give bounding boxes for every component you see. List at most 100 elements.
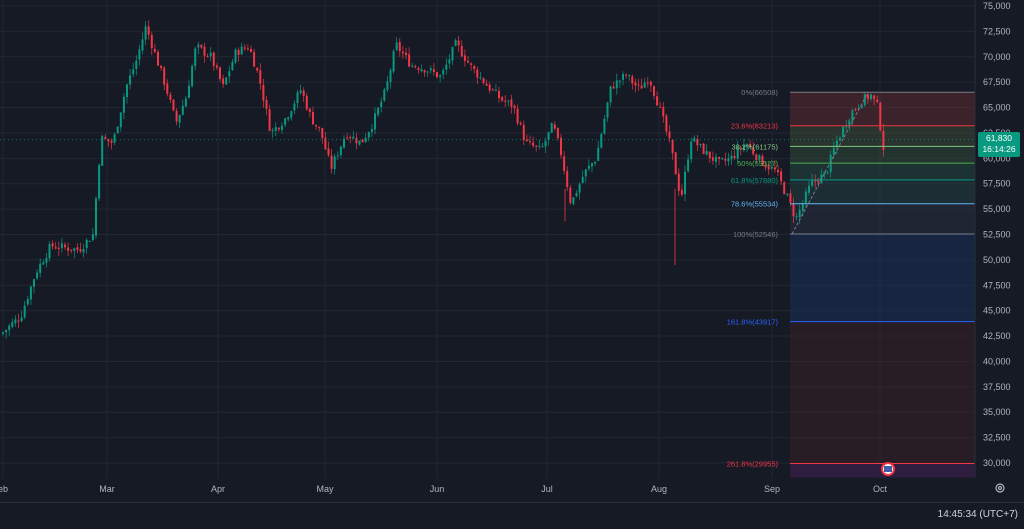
- candle: [411, 62, 414, 68]
- candle: [538, 139, 541, 150]
- candle: [606, 101, 609, 123]
- candle: [600, 132, 603, 149]
- candle: [76, 243, 79, 254]
- candle: [392, 48, 395, 74]
- candle: [209, 47, 212, 62]
- time-tick-label: Jul: [541, 484, 553, 494]
- candle: [752, 142, 755, 156]
- candle: [879, 101, 882, 132]
- candle: [721, 157, 724, 161]
- candle: [631, 74, 634, 90]
- candle: [532, 136, 535, 148]
- candle: [237, 47, 240, 62]
- candle: [832, 141, 835, 159]
- candle: [349, 135, 352, 144]
- price-tick-label: 40,000: [983, 356, 1011, 366]
- candle: [246, 44, 249, 51]
- price-axis[interactable]: 75,00072,50070,00067,50065,00062,50060,0…: [974, 0, 1011, 478]
- candle: [876, 95, 879, 104]
- price-tick-label: 37,500: [983, 382, 1011, 392]
- candle: [287, 116, 290, 122]
- candle: [718, 156, 721, 166]
- candle: [448, 54, 451, 69]
- candle: [51, 240, 54, 250]
- candle: [609, 85, 612, 107]
- candle: [454, 38, 457, 47]
- candle: [219, 66, 221, 82]
- candle: [594, 160, 597, 166]
- candle: [479, 71, 482, 81]
- fib-lines[interactable]: [0, 91, 975, 464]
- candle: [572, 197, 575, 206]
- candle: [842, 126, 845, 140]
- candle: [649, 80, 652, 93]
- fib-level-label: 38.2%(61175): [731, 142, 778, 151]
- candle: [281, 122, 283, 134]
- candle: [284, 117, 287, 128]
- candle: [64, 242, 66, 250]
- candle: [212, 51, 215, 71]
- candle: [315, 124, 318, 130]
- candle: [336, 151, 339, 160]
- candles: [2, 20, 885, 339]
- candle: [358, 140, 361, 146]
- candle: [659, 101, 662, 109]
- candle: [767, 162, 770, 175]
- candle: [79, 242, 82, 254]
- candle: [739, 145, 742, 156]
- candle: [591, 162, 593, 173]
- candle: [845, 120, 848, 130]
- candle: [467, 56, 469, 64]
- candle: [622, 71, 624, 86]
- candle: [510, 94, 513, 114]
- candle: [126, 83, 128, 104]
- candle: [14, 315, 17, 327]
- fib-level-label: 261.8%(29955): [727, 459, 779, 468]
- candle: [389, 67, 392, 89]
- candle: [882, 124, 885, 157]
- time-tick-label: Sep: [764, 484, 780, 494]
- candle: [57, 241, 60, 256]
- candle: [863, 91, 866, 107]
- candle: [141, 32, 144, 55]
- candle: [457, 35, 460, 52]
- candle: [240, 42, 243, 55]
- candle: [777, 164, 779, 176]
- candle: [823, 171, 826, 179]
- price-tick-label: 72,500: [983, 26, 1011, 36]
- candle: [265, 95, 268, 116]
- candle: [150, 31, 153, 56]
- candle: [380, 97, 383, 113]
- candle: [181, 99, 184, 116]
- candle: [597, 140, 600, 162]
- fib-trendline[interactable]: [791, 92, 869, 235]
- candle: [107, 138, 110, 147]
- fib-level-label: 78.6%(55534): [731, 200, 779, 209]
- clock[interactable]: 14:45:34 (UTC+7): [938, 509, 1018, 520]
- candle: [501, 95, 504, 102]
- candle: [398, 38, 401, 57]
- candle: [848, 118, 851, 131]
- candle: [386, 75, 389, 93]
- price-tick-label: 32,500: [983, 433, 1011, 443]
- price-tick-label: 60,000: [983, 153, 1011, 163]
- time-axis[interactable]: eb Mar Apr May Jun Jul Aug Sep Oct: [0, 484, 887, 494]
- candle: [188, 79, 190, 99]
- candle: [634, 78, 637, 93]
- candle: [23, 300, 26, 320]
- candle: [122, 92, 125, 120]
- candle: [637, 78, 640, 91]
- candle: [640, 78, 643, 89]
- candle: [702, 142, 705, 155]
- candle: [783, 181, 786, 195]
- gear-icon[interactable]: [994, 482, 1006, 494]
- candle: [656, 91, 659, 106]
- candle: [17, 313, 20, 328]
- candle: [653, 85, 655, 100]
- us-flag-event-icon[interactable]: [881, 462, 895, 476]
- candle: [854, 107, 857, 112]
- event-markers[interactable]: [881, 462, 895, 476]
- candle: [5, 329, 8, 339]
